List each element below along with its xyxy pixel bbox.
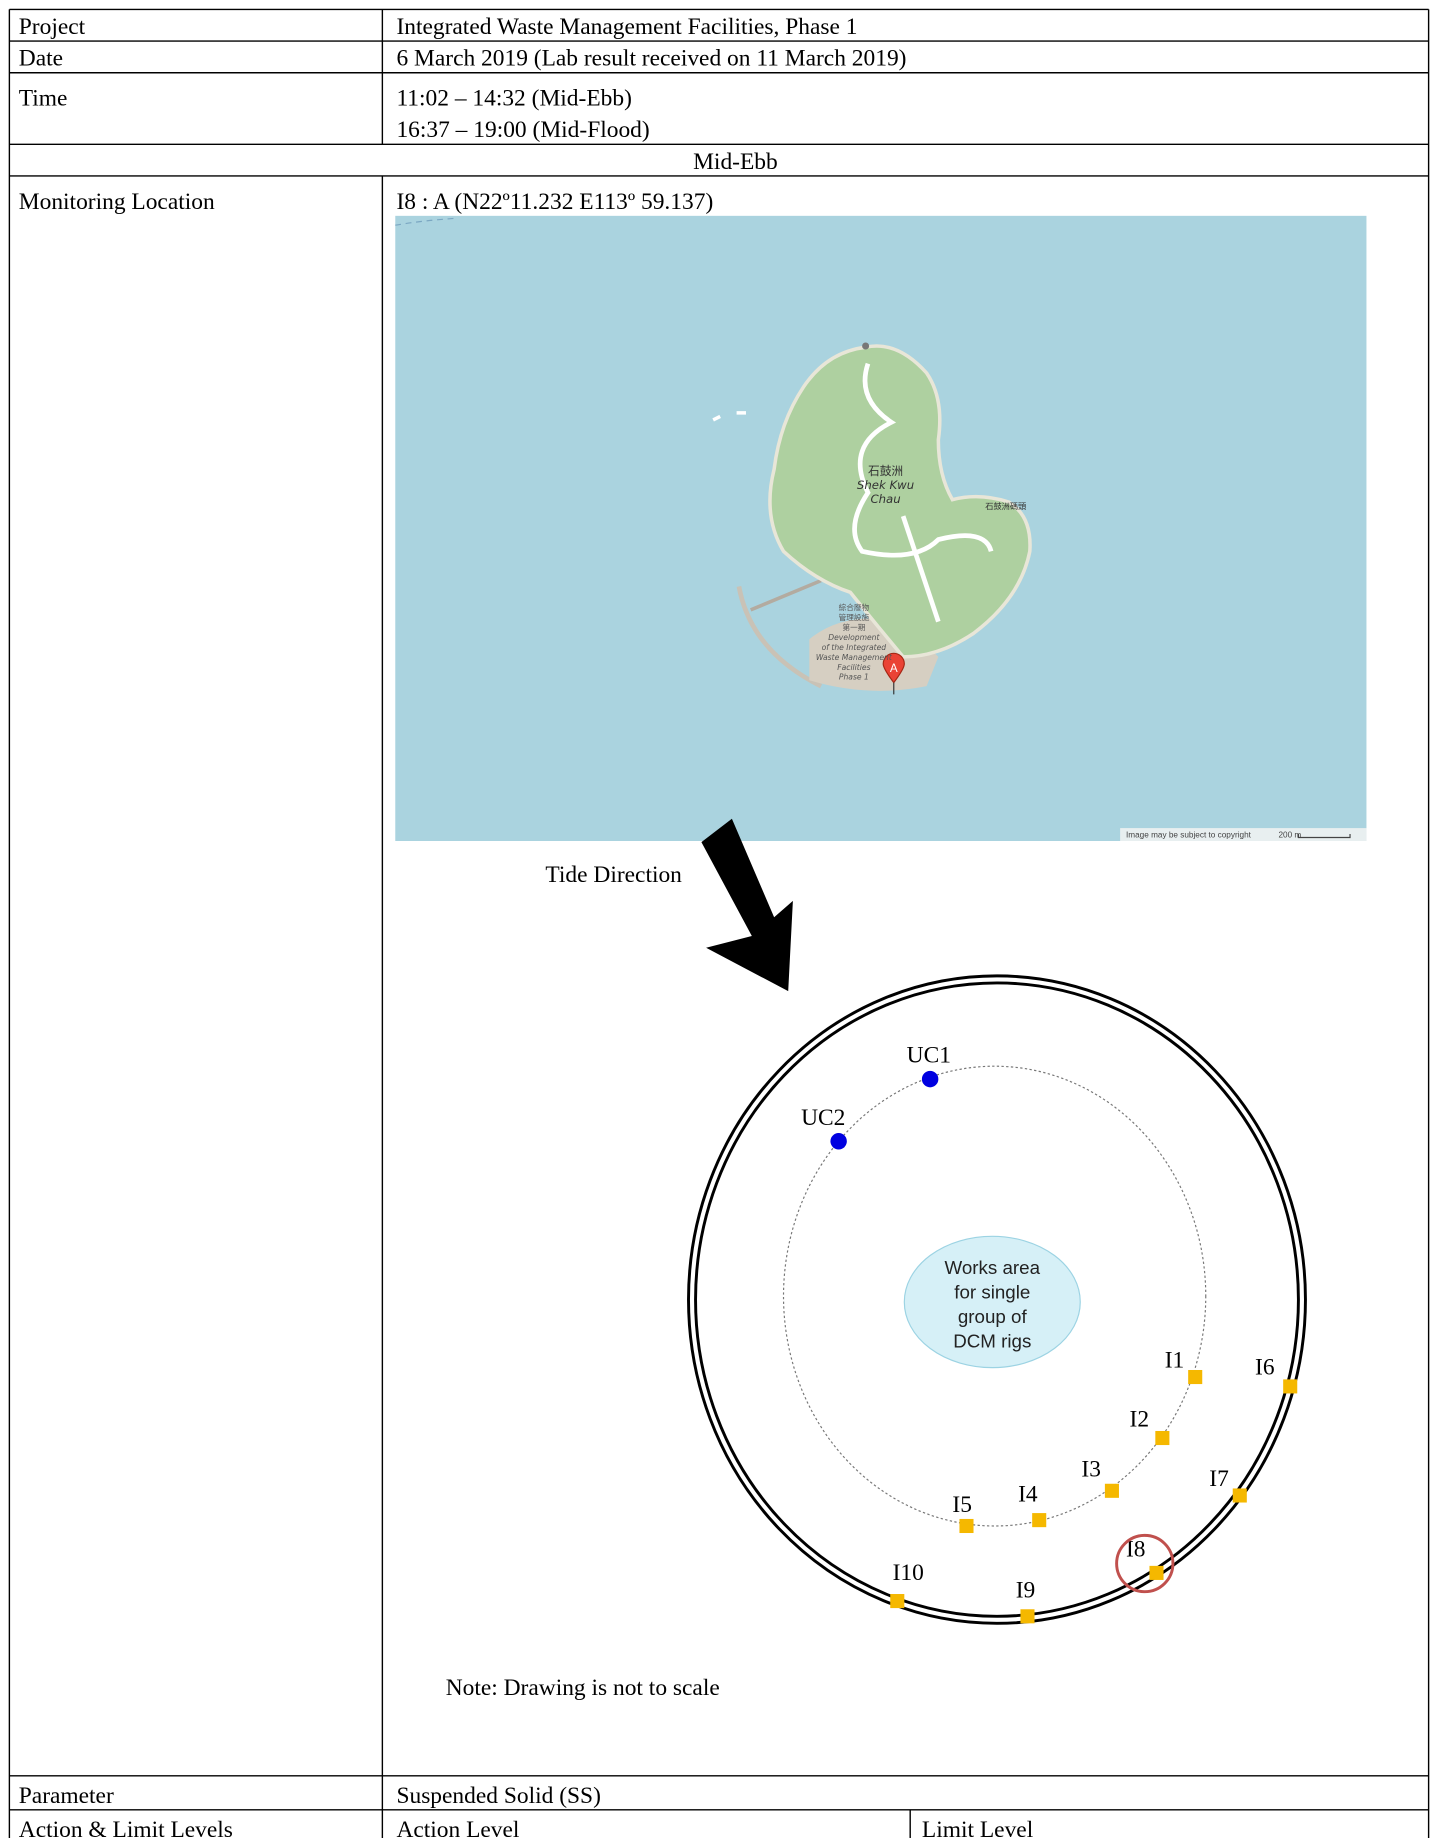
- row-label: Monitoring Location: [19, 189, 215, 215]
- row-value: Action Level: [396, 1817, 519, 1838]
- station-label: I2: [1130, 1406, 1150, 1432]
- upstream-station: [830, 1133, 847, 1150]
- marker-label: A: [890, 662, 898, 675]
- outer-ring: [694, 981, 1300, 1618]
- island-label: Chau: [870, 492, 900, 506]
- facility-label: 第一期: [842, 622, 865, 632]
- jetty: [749, 578, 822, 612]
- facility-label: 管理設施: [839, 612, 870, 622]
- tide-label: Tide Direction: [545, 862, 682, 888]
- station-label: I8: [1126, 1536, 1146, 1562]
- row-label: Date: [19, 46, 63, 72]
- station-label: I3: [1081, 1457, 1101, 1483]
- impact-station: [959, 1518, 974, 1534]
- row-value: Suspended Solid (SS): [396, 1783, 600, 1809]
- facility-label: Waste Management: [816, 653, 893, 662]
- row-label: Time: [19, 86, 68, 112]
- impact-station: [1155, 1430, 1170, 1446]
- station-label: I4: [1018, 1481, 1038, 1507]
- map: A 石鼓洲碼頭 Image may be subject to copyrigh…: [395, 215, 1367, 842]
- station-label: UC2: [801, 1105, 845, 1131]
- island-label: Shek Kwu: [857, 478, 914, 492]
- row-value: Limit Level: [922, 1817, 1034, 1838]
- tide-arrow: [701, 818, 793, 992]
- boundary: [395, 217, 458, 226]
- impact-station: [1020, 1609, 1035, 1624]
- lighthouse: [862, 342, 870, 350]
- station-label: I5: [952, 1492, 972, 1518]
- scale-bar: [1297, 833, 1351, 839]
- row-label: Action & Limit Levels: [19, 1817, 233, 1838]
- facility-label: Phase 1: [839, 673, 869, 682]
- pier-label: 石鼓洲碼頭: [985, 501, 1027, 511]
- island-label: 石鼓洲: [868, 464, 903, 478]
- outer-ring: [687, 974, 1307, 1625]
- station-label: I9: [1016, 1578, 1036, 1604]
- row-value: 11:02 – 14:32 (Mid-Ebb): [396, 86, 631, 112]
- works-area-line: group of: [958, 1306, 1028, 1327]
- scale-label: 200 m: [1278, 830, 1301, 839]
- works-area-line: DCM rigs: [953, 1331, 1031, 1352]
- station-label: I6: [1255, 1355, 1275, 1381]
- highlight-circle: [1115, 1533, 1175, 1594]
- breakwater: [736, 586, 823, 689]
- impact-station: [1283, 1379, 1298, 1394]
- station-label: I7: [1209, 1466, 1229, 1492]
- station-label: I10: [893, 1560, 924, 1586]
- works-area-line: Works area: [945, 1257, 1041, 1278]
- section-title: Mid-Ebb: [693, 149, 778, 175]
- impact-station: [890, 1594, 905, 1609]
- impact-station: [1104, 1483, 1119, 1498]
- row-value: 16:37 – 19:00 (Mid-Flood): [396, 117, 649, 143]
- table-grid: [8, 8, 1430, 1838]
- row-value: 6 March 2019 (Lab result received on 11 …: [396, 46, 906, 72]
- row-value: I8 : A (N22º11.232 E113º 59.137): [396, 189, 713, 215]
- facility-label: Facilities: [837, 663, 870, 672]
- station-label: I1: [1165, 1348, 1185, 1374]
- impact-station: [1188, 1369, 1203, 1385]
- impact-station: [1232, 1488, 1247, 1503]
- islets: [712, 411, 746, 422]
- island: [768, 344, 1032, 659]
- marker: [882, 652, 905, 684]
- row-label: Parameter: [19, 1783, 114, 1809]
- works-area-line: for single: [954, 1281, 1030, 1302]
- works-area: [903, 1235, 1081, 1369]
- note: Note: Drawing is not to scale: [446, 1675, 720, 1701]
- roads: [852, 362, 994, 623]
- attribution: Image may be subject to copyright: [1126, 830, 1252, 839]
- upstream-station: [921, 1070, 939, 1088]
- row-label: Project: [19, 14, 86, 40]
- inner-ring: [782, 1065, 1207, 1527]
- row-value: Integrated Waste Management Facilities, …: [396, 14, 857, 40]
- facility-label: of the Integrated: [822, 643, 887, 652]
- facility-label: 綜合廢物: [839, 602, 870, 612]
- impact-station: [1149, 1565, 1164, 1580]
- stations: UC1 UC2 I1 I2 I3 I4 I5 I6 I7 I8 I9 I10: [801, 1043, 1298, 1624]
- station-label: UC1: [907, 1043, 951, 1069]
- impact-station: [1032, 1513, 1047, 1528]
- works-area-text: Works area for single group of DCM rigs: [945, 1257, 1041, 1352]
- facility-label: Development: [828, 633, 880, 642]
